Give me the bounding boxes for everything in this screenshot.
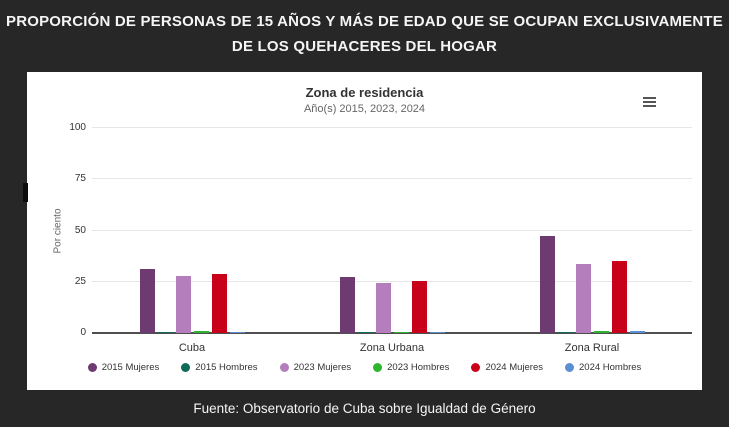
hamburger-icon bbox=[643, 101, 656, 103]
chart-context-menu-button[interactable] bbox=[643, 97, 656, 107]
legend-marker-icon bbox=[565, 363, 574, 372]
legend-item-2023-mujeres[interactable]: 2023 Mujeres bbox=[279, 362, 352, 373]
legend-item-2023-hombres[interactable]: 2023 Hombres bbox=[373, 362, 449, 373]
bar-2023-mujeres-cuba[interactable] bbox=[175, 275, 191, 333]
legend-label: 2023 Hombres bbox=[387, 362, 450, 373]
legend-marker-icon bbox=[87, 363, 97, 372]
source-caption: Fuente: Observatorio de Cuba sobre Igual… bbox=[193, 401, 536, 416]
bar-2015-mujeres-cuba[interactable] bbox=[139, 268, 155, 333]
legend-marker-icon bbox=[181, 363, 191, 372]
legend-item-2024-hombres[interactable]: 2024 Hombres bbox=[565, 362, 641, 373]
legend-label: 2015 Mujeres bbox=[101, 362, 160, 373]
bar-2023-hombres-cuba[interactable] bbox=[193, 331, 209, 333]
bar-2015-mujeres-zona-urbana[interactable] bbox=[339, 277, 355, 333]
bar-groups bbox=[92, 128, 692, 333]
y-axis-tick-75: 75 bbox=[74, 173, 86, 185]
legend-item-2024-mujeres[interactable]: 2024 Mujeres bbox=[471, 362, 543, 373]
legend-marker-icon bbox=[471, 363, 481, 372]
legend-marker-icon bbox=[279, 363, 289, 372]
category-group-cuba bbox=[92, 128, 292, 333]
bar-2024-hombres-zona-urbana[interactable] bbox=[429, 331, 445, 333]
x-axis-label-zona-rural: Zona Rural bbox=[564, 342, 620, 354]
legend-label: 2023 Mujeres bbox=[293, 362, 352, 373]
legend-label: 2024 Mujeres bbox=[485, 362, 543, 373]
legend-item-2015-mujeres[interactable]: 2015 Mujeres bbox=[87, 362, 160, 373]
category-group-zona-urbana bbox=[292, 128, 492, 333]
gridline-100 bbox=[92, 127, 692, 128]
plot-area: Por ciento 0 25 50 75 100 bbox=[53, 122, 692, 338]
y-axis-tick-25: 25 bbox=[74, 275, 86, 287]
hamburger-icon bbox=[643, 97, 656, 99]
bar-2023-mujeres-zona-rural[interactable] bbox=[575, 263, 591, 333]
chart-subtitle: Año(s) 2015, 2023, 2024 bbox=[303, 103, 426, 115]
page-title-line-1: PROPORCIÓN DE PERSONAS DE 15 AÑOS Y MÁS … bbox=[6, 13, 723, 30]
bar-2015-mujeres-zona-rural[interactable] bbox=[539, 236, 555, 333]
category-group-zona-rural bbox=[492, 128, 692, 333]
bar-2024-hombres-zona-rural[interactable] bbox=[629, 331, 645, 333]
hamburger-icon bbox=[643, 105, 656, 107]
y-axis-tick-50: 50 bbox=[74, 224, 86, 236]
y-axis-tick-0: 0 bbox=[80, 327, 86, 338]
gridline-50 bbox=[92, 229, 692, 231]
bar-2015-hombres-cuba[interactable] bbox=[157, 331, 173, 333]
legend-item-2015-hombres[interactable]: 2015 Hombres bbox=[181, 362, 258, 373]
page-title: PROPORCIÓN DE PERSONAS DE 15 AÑOS Y MÁS … bbox=[0, 9, 729, 59]
legend: 2015 Mujeres 2015 Hombres 2023 Mujeres 2023… bbox=[27, 362, 702, 373]
x-axis-labels: Cuba Zona Urbana Zona Rural bbox=[92, 342, 692, 354]
legend-marker-icon bbox=[373, 363, 383, 372]
chart-title: Zona de residencia bbox=[305, 85, 424, 100]
edge-notch bbox=[23, 183, 28, 202]
bar-2023-mujeres-zona-urbana[interactable] bbox=[375, 283, 391, 333]
x-axis-label-cuba: Cuba bbox=[178, 342, 206, 354]
bar-2024-mujeres-cuba[interactable] bbox=[211, 273, 227, 333]
bar-2024-mujeres-zona-rural[interactable] bbox=[611, 261, 627, 333]
bar-2015-hombres-zona-rural[interactable] bbox=[557, 331, 573, 333]
gridline-75 bbox=[92, 178, 692, 180]
chart-panel: Zona de residencia Año(s) 2015, 2023, 20… bbox=[27, 72, 702, 390]
x-axis-line bbox=[92, 332, 692, 334]
gridline-25 bbox=[92, 280, 692, 282]
page-title-line-2: DE LOS QUEHACERES DEL HOGAR bbox=[231, 38, 498, 55]
bar-2023-hombres-zona-urbana[interactable] bbox=[393, 331, 409, 333]
bar-2015-hombres-zona-urbana[interactable] bbox=[357, 331, 373, 333]
bar-2024-hombres-cuba[interactable] bbox=[229, 331, 245, 333]
y-axis-tick-100: 100 bbox=[69, 122, 86, 133]
bar-2024-mujeres-zona-urbana[interactable] bbox=[411, 281, 427, 333]
bar-2023-hombres-zona-rural[interactable] bbox=[593, 330, 609, 333]
x-axis-label-zona-urbana: Zona Urbana bbox=[359, 342, 425, 354]
legend-label: 2024 Hombres bbox=[579, 362, 642, 373]
legend-label: 2015 Hombres bbox=[195, 362, 258, 373]
